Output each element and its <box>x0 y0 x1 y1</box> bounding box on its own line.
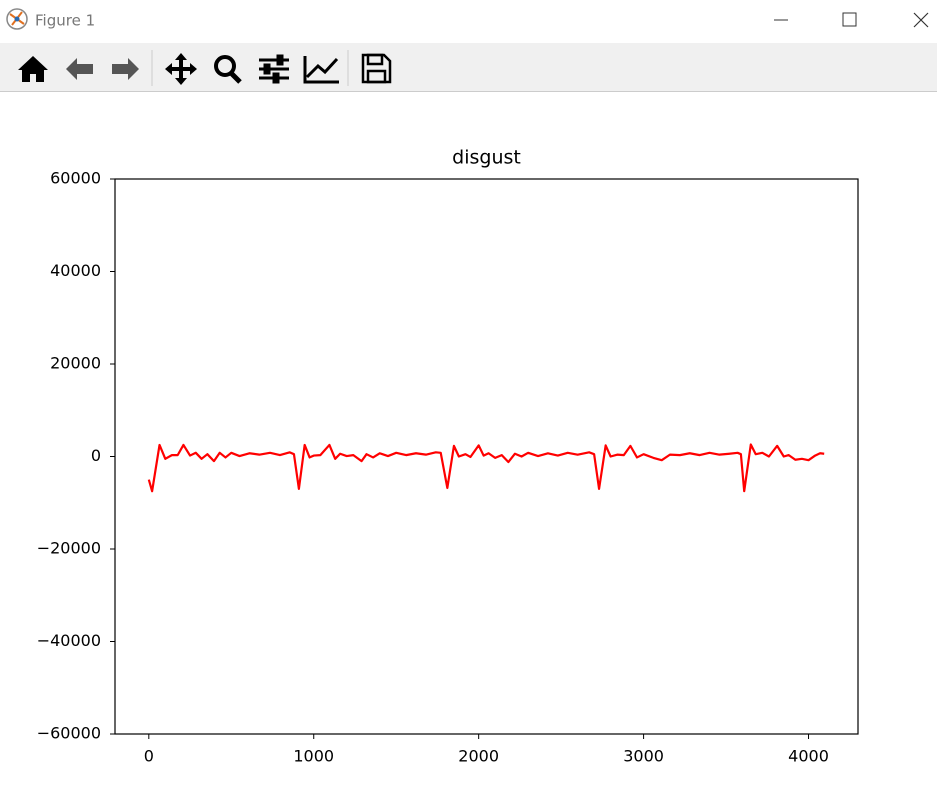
y-tick-label: −60000 <box>37 724 101 743</box>
y-tick-label: −40000 <box>37 631 101 650</box>
y-tick-label: 20000 <box>50 354 101 373</box>
window-title: Figure 1 <box>35 12 95 30</box>
y-tick-label: −20000 <box>37 539 101 558</box>
plot: −60000 −40000 −20000 0 20000 40000 60000 0 1000 2… <box>37 169 829 766</box>
y-tick-label: 0 <box>91 446 101 465</box>
title-bar <box>0 0 937 43</box>
y-tick-label: 60000 <box>50 169 101 188</box>
y-tick-label: 40000 <box>50 261 101 280</box>
close-button[interactable] <box>913 12 929 28</box>
chart-title: disgust <box>452 147 521 169</box>
toolbar <box>0 43 937 91</box>
maximize-button[interactable] <box>842 12 857 27</box>
app-icon <box>6 8 28 30</box>
save-button[interactable] <box>361 53 392 84</box>
x-tick-label: 3000 <box>623 747 664 766</box>
data-line <box>147 443 825 493</box>
edit-axis-button[interactable] <box>303 56 339 84</box>
configure-button[interactable] <box>259 54 289 84</box>
x-tick-label: 0 <box>144 747 154 766</box>
pan-button[interactable] <box>165 53 197 85</box>
zoom-button[interactable] <box>214 55 242 84</box>
axes-frame <box>114 178 859 735</box>
x-tick-label: 1000 <box>293 747 334 766</box>
home-button[interactable] <box>18 56 48 82</box>
x-tick-label: 2000 <box>458 747 499 766</box>
back-button[interactable] <box>66 58 93 80</box>
forward-button[interactable] <box>112 58 139 80</box>
x-tick-label: 4000 <box>788 747 829 766</box>
